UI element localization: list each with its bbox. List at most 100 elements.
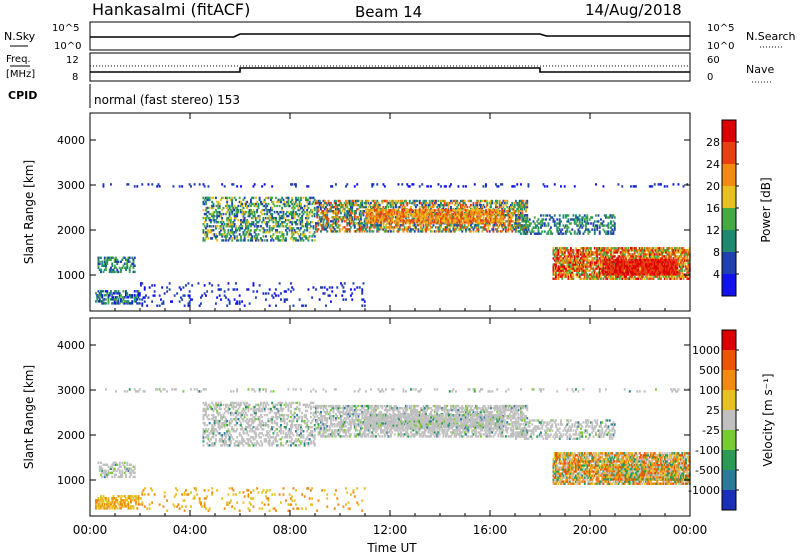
data-cell: [137, 292, 140, 295]
data-cell: [125, 258, 127, 261]
data-cell: [620, 257, 622, 260]
data-cell: [681, 265, 684, 268]
data-cell: [266, 229, 269, 232]
data-cell: [640, 255, 642, 258]
data-cell: [497, 219, 500, 222]
data-cell: [243, 202, 246, 206]
data-cell: [153, 284, 156, 287]
data-cell: [313, 214, 316, 218]
data-cell: [680, 265, 682, 268]
data-cell: [381, 209, 384, 212]
data-cell: [496, 214, 499, 217]
data-cell: [610, 262, 612, 266]
data-cell: [312, 200, 315, 204]
data-cell: [678, 265, 681, 268]
data-cell: [353, 224, 356, 227]
data-cell: [470, 199, 472, 203]
data-cell: [338, 207, 341, 211]
data-cell: [218, 210, 221, 214]
data-cell: [117, 270, 120, 274]
data-cell: [572, 249, 575, 252]
data-cell: [600, 269, 602, 272]
data-cell: [306, 210, 309, 214]
data-cell: [475, 211, 477, 214]
data-cell: [556, 247, 559, 250]
data-cell: [507, 222, 510, 225]
data-cell: [496, 230, 499, 233]
data-cell: [458, 226, 461, 229]
data-cell: [401, 219, 404, 222]
data-cell: [525, 226, 527, 229]
data-cell: [446, 209, 449, 212]
data-cell: [215, 237, 217, 240]
data-cell: [126, 294, 129, 297]
data-cell: [131, 294, 134, 297]
data-cell: [563, 261, 566, 264]
data-cell: [315, 288, 317, 291]
data-cell: [358, 218, 361, 221]
data-cell: [582, 269, 585, 272]
data-cell: [176, 292, 179, 295]
data-cell: [578, 269, 581, 272]
data-cell: [621, 249, 624, 252]
data-cell: [483, 211, 486, 214]
data-cell: [431, 217, 434, 220]
data-cell: [410, 211, 412, 214]
data-cell: [306, 198, 309, 202]
data-cell: [465, 203, 467, 207]
data-cell: [443, 203, 446, 207]
data-cell: [312, 233, 315, 236]
data-cell: [678, 257, 681, 260]
data-cell: [122, 264, 125, 267]
data-cell: [495, 201, 497, 205]
data-cell: [537, 228, 540, 231]
data-cell: [445, 217, 447, 220]
data-cell: [521, 218, 524, 221]
data-cell: [187, 294, 190, 297]
data-cell: [501, 224, 504, 227]
data-cell: [452, 216, 455, 219]
data-cell: [550, 226, 552, 229]
data-cell: [563, 265, 566, 268]
data-cell: [591, 267, 594, 270]
data-cell: [217, 204, 220, 208]
data-cell: [305, 216, 307, 220]
data-cell: [620, 247, 622, 250]
data-cell: [311, 196, 314, 200]
data-cell: [288, 204, 291, 208]
data-cell: [605, 257, 607, 260]
data-cell: [565, 275, 567, 278]
data-cell: [586, 265, 589, 268]
data-cell: [638, 253, 641, 256]
data-cell: [470, 215, 472, 218]
data-cell: [116, 268, 119, 272]
data-cell: [131, 262, 134, 265]
data-cell: [525, 203, 527, 207]
data-cell: [450, 211, 452, 214]
data-cell: [107, 302, 110, 305]
data-cell: [611, 260, 614, 264]
data-cell: [480, 209, 482, 212]
data-cell: [463, 205, 466, 209]
data-cell: [435, 215, 437, 218]
data-cell: [215, 208, 217, 212]
data-cell: [436, 215, 439, 218]
data-cell: [597, 265, 600, 268]
data-cell: [560, 265, 562, 268]
data-cell: [356, 228, 359, 231]
data-cell: [113, 258, 116, 261]
data-cell: [487, 211, 490, 214]
data-cell: [221, 219, 224, 222]
data-cell: [383, 207, 386, 211]
data-cell: [657, 255, 660, 258]
data-cell: [213, 214, 216, 218]
data-cell: [378, 221, 381, 224]
data-cell: [303, 233, 306, 236]
data-cell: [483, 226, 486, 229]
data-cell: [522, 199, 525, 203]
data-cell: [613, 270, 616, 274]
data-cell: [578, 277, 581, 280]
data-cell: [241, 227, 244, 230]
data-cell: [243, 196, 246, 200]
data-cell: [278, 216, 281, 220]
